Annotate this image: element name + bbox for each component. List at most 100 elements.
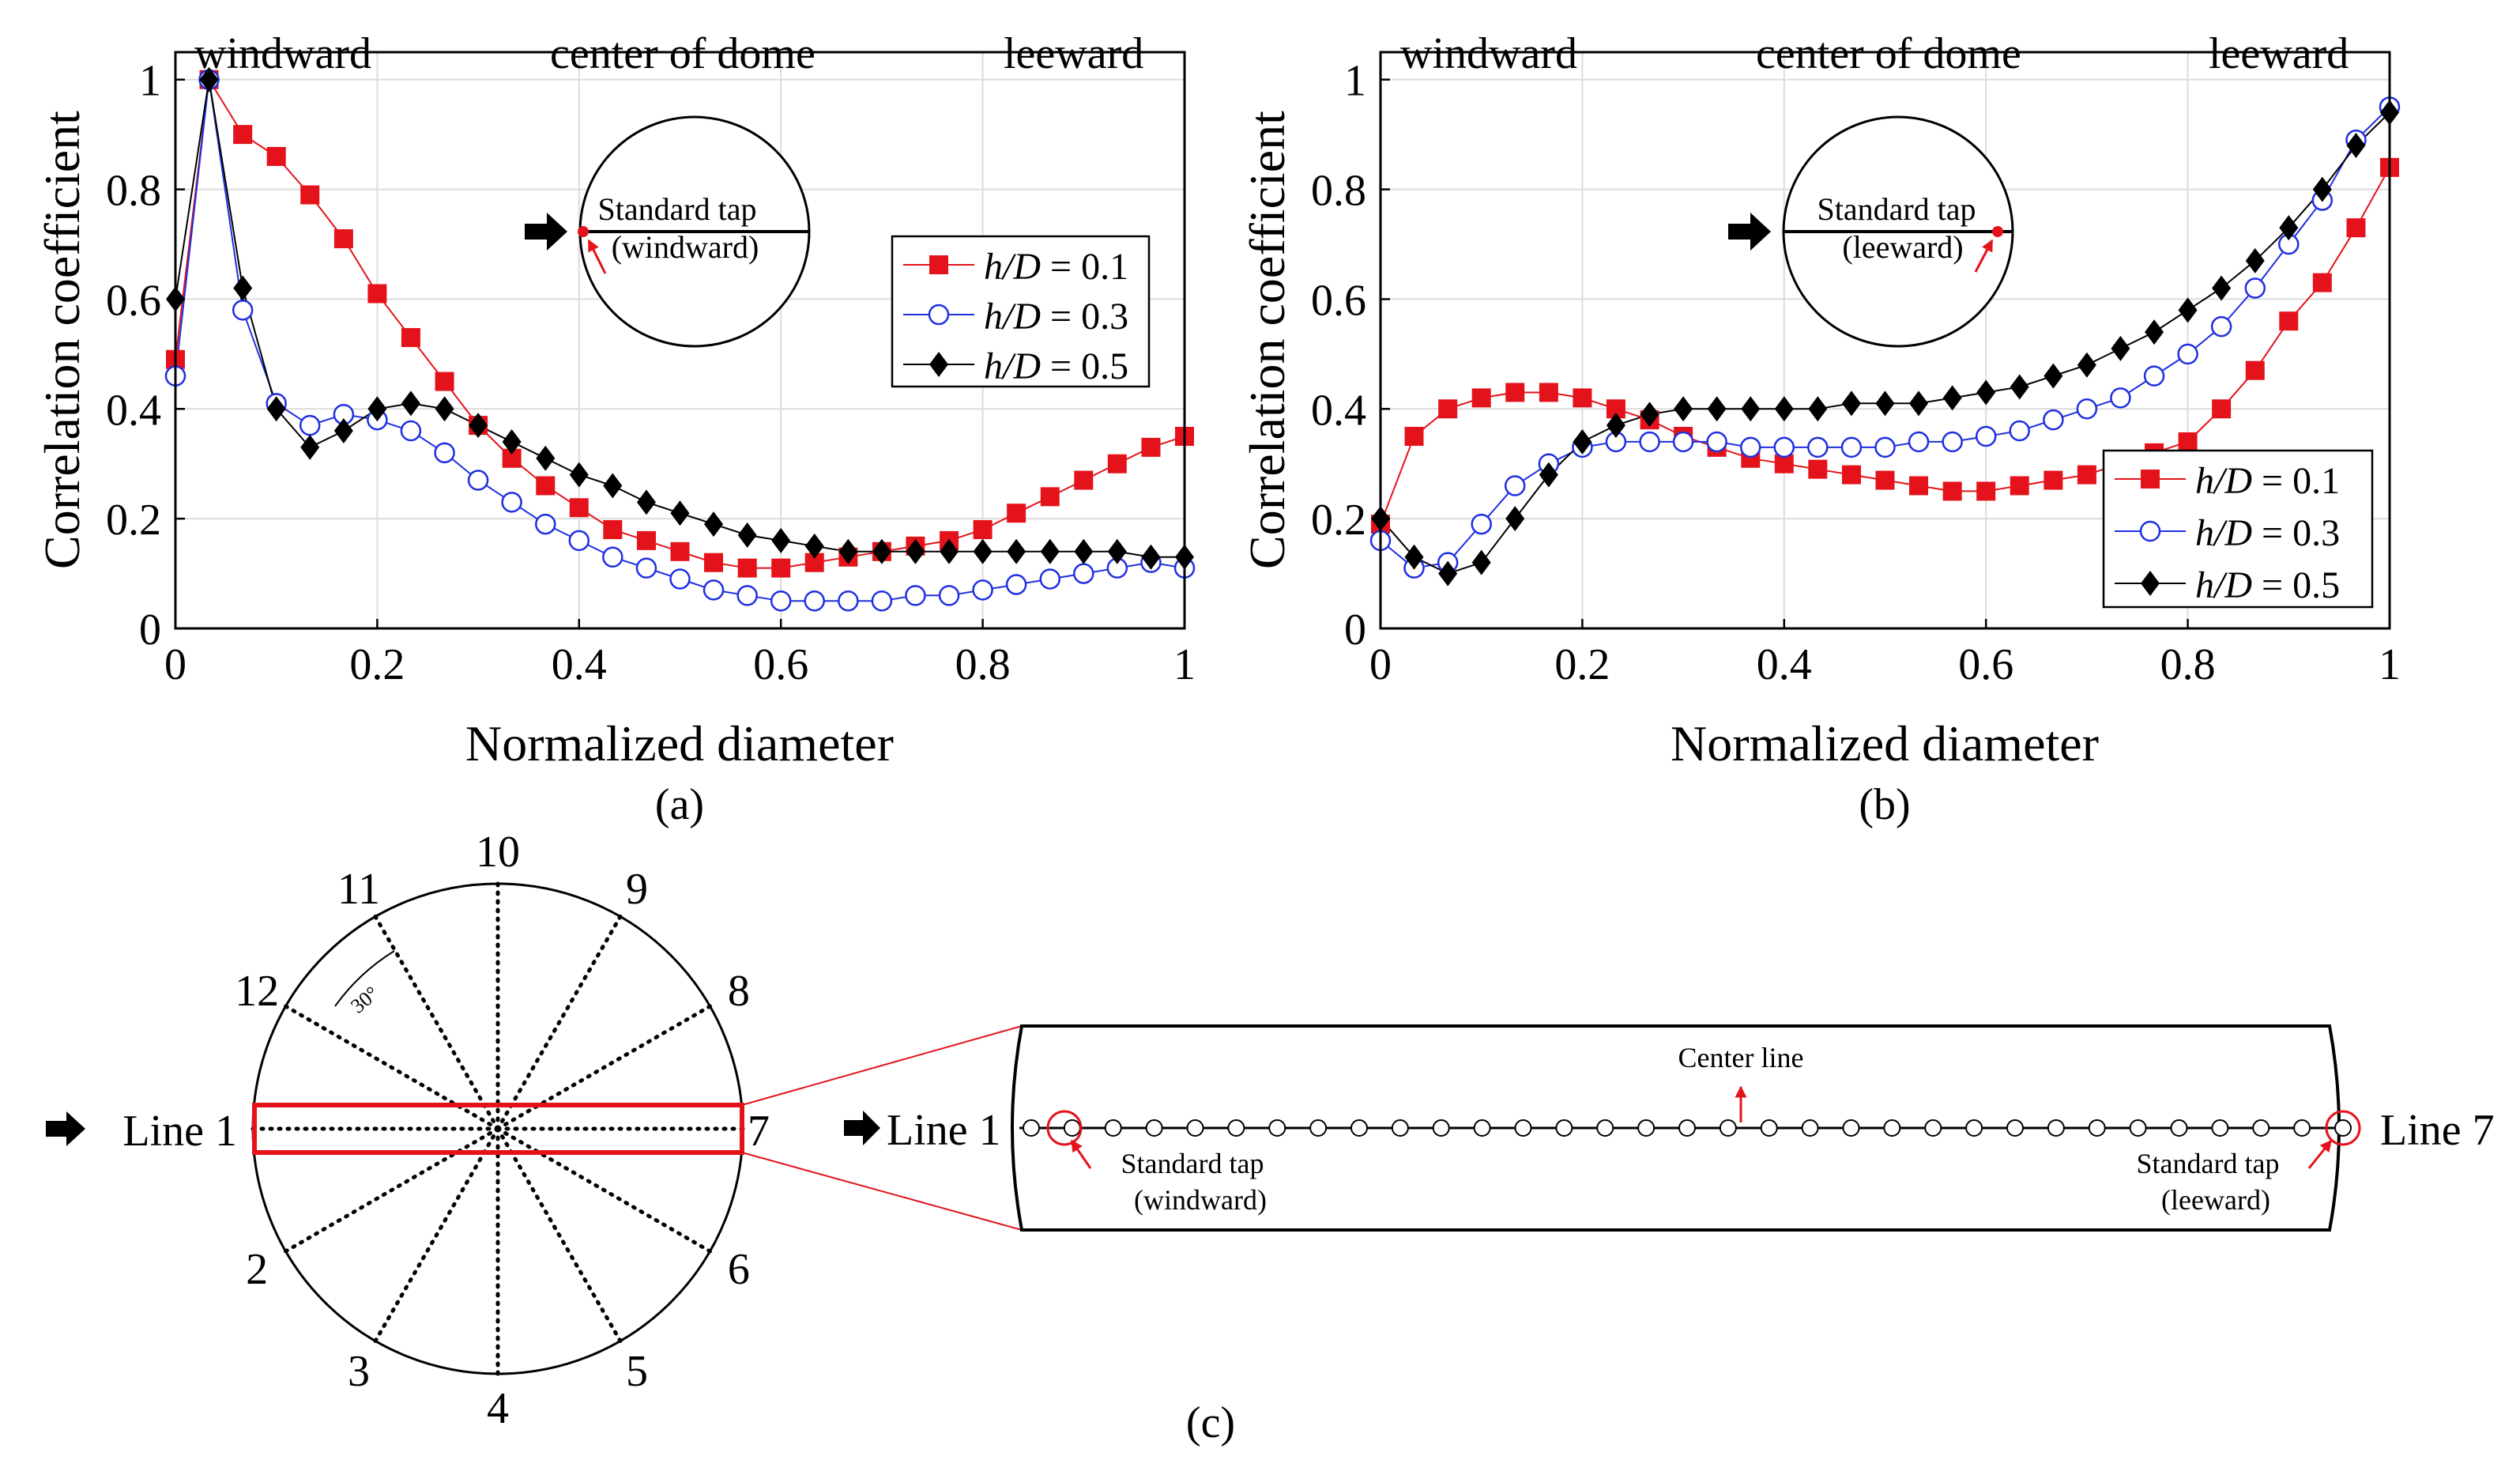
data-point-series-1 — [2312, 273, 2332, 292]
data-point-series-3 — [199, 66, 219, 92]
legend-label: h/D = 0.5 — [984, 345, 1128, 387]
data-point-series-1 — [737, 558, 757, 578]
angle-label: 30° — [346, 982, 383, 1018]
left-tap-label: Standard tap — [1121, 1148, 1264, 1179]
pressure-tap — [1350, 1119, 1368, 1137]
x-axis-label-a: Normalized diameter — [465, 715, 894, 771]
data-point-series-3 — [1471, 549, 1491, 575]
dome-line-number: 7 — [748, 1107, 770, 1156]
zoom-taps — [1023, 1119, 2352, 1137]
x-tick-label: 0.8 — [955, 640, 1011, 689]
panel-label-a: (a) — [655, 780, 704, 829]
data-point-series-1 — [536, 476, 556, 496]
data-point-series-2 — [1639, 431, 1660, 453]
data-point-series-2 — [938, 585, 960, 606]
data-point-series-3 — [1074, 538, 1094, 564]
data-point-series-3 — [1741, 396, 1761, 422]
data-point-series-2 — [635, 557, 657, 579]
pressure-tap — [1268, 1119, 1286, 1137]
inset-dome-a: Standard tap (windward) — [525, 115, 811, 348]
data-point-series-1 — [1040, 487, 1060, 507]
data-point-series-1 — [401, 328, 420, 348]
data-point-series-3 — [1976, 379, 1996, 406]
data-point-series-2 — [501, 492, 522, 513]
data-point-series-2 — [669, 568, 691, 590]
radial-tap-line — [495, 1126, 712, 1254]
data-point-series-1 — [636, 530, 656, 550]
data-point-series-2 — [736, 585, 758, 606]
y-tick-label: 0 — [1344, 605, 1366, 655]
data-point-series-2 — [1908, 431, 1930, 453]
data-point-series-3 — [435, 396, 454, 422]
data-point-series-2 — [1773, 436, 1795, 458]
data-point-series-2 — [1005, 574, 1027, 595]
data-point-series-2 — [1706, 431, 1727, 453]
axes-frame-a — [174, 51, 1186, 630]
chart-panel-b: 0 0.2 0.4 0.6 0.8 1 0 0.2 0.4 0.6 0.8 1 windward ce… — [1239, 29, 2401, 829]
data-point-series-3 — [2312, 176, 2332, 202]
series-b — [1369, 96, 2401, 587]
pressure-tap — [1842, 1119, 1860, 1137]
data-point-series-3 — [1674, 396, 1693, 422]
legend-marker — [928, 304, 950, 326]
data-point-series-1 — [973, 520, 993, 540]
data-point-series-2 — [400, 420, 422, 442]
x-tick-label: 0.6 — [1958, 640, 2013, 689]
left-tap-side: (windward) — [1134, 1184, 1267, 1216]
tap-pointer-arrow — [1974, 239, 1994, 273]
data-point-series-2 — [1672, 431, 1694, 453]
wind-arrow-icon — [844, 1111, 880, 1145]
data-point-series-3 — [233, 275, 253, 301]
data-point-series-3 — [469, 413, 488, 439]
radial-tap-line — [495, 1126, 623, 1343]
data-point-series-2 — [2009, 420, 2030, 442]
data-point-series-1 — [266, 146, 286, 166]
standard-tap-marker — [578, 226, 589, 237]
legend-marker — [2139, 520, 2161, 542]
legend-a: h/D = 0.1 h/D = 0.3 h/D = 0.5 — [891, 235, 1151, 388]
pressure-tap — [1023, 1119, 1040, 1137]
data-point-series-1 — [333, 229, 353, 249]
data-point-series-1 — [1909, 476, 1929, 496]
legend-label: h/D = 0.3 — [984, 296, 1128, 338]
radial-tap-line — [373, 915, 500, 1131]
y-tick-label: 0.4 — [1311, 386, 1366, 435]
data-point-series-3 — [266, 396, 286, 422]
pressure-tap — [2211, 1119, 2229, 1137]
x-tick-label: 0.8 — [2160, 640, 2216, 689]
pressure-tap — [2170, 1119, 2188, 1137]
data-point-series-2 — [434, 442, 455, 464]
data-point-series-1 — [603, 520, 623, 540]
zoom-strip: Center line Standard tap (windward) Stan… — [1011, 1024, 2361, 1232]
data-point-series-2 — [1039, 568, 1061, 590]
zoom-left-label: Line 1 — [887, 1106, 1001, 1155]
pressure-tap — [2047, 1119, 2065, 1137]
data-point-series-3 — [1404, 544, 1424, 570]
wind-arrow-icon — [1728, 213, 1771, 251]
x-tick-label: 0.2 — [349, 640, 405, 689]
data-point-series-1 — [1841, 465, 1861, 485]
data-point-series-3 — [1875, 390, 1895, 417]
y-tick-label: 0.2 — [1311, 496, 1366, 545]
dome-line-number: 5 — [626, 1347, 648, 1396]
data-point-series-3 — [1539, 462, 1558, 488]
data-point-series-3 — [502, 428, 522, 455]
data-point-series-3 — [838, 538, 858, 564]
dome-line-number: 6 — [728, 1245, 750, 1294]
y-tick-label: 1 — [139, 57, 161, 106]
top-label-leeward-a: leeward — [1004, 29, 1143, 78]
data-point-series-1 — [1942, 481, 1962, 501]
y-axis-label-a: Correlation coefficient — [34, 111, 90, 569]
legend-marker — [929, 352, 948, 377]
data-point-series-3 — [1438, 560, 1458, 587]
data-point-series-1 — [300, 185, 320, 205]
pressure-tap — [1760, 1119, 1778, 1137]
data-point-series-3 — [771, 527, 791, 553]
legend-b: h/D = 0.1 h/D = 0.3 h/D = 0.5 — [2102, 449, 2374, 609]
data-point-series-3 — [1573, 428, 1592, 455]
data-point-series-3 — [872, 538, 891, 564]
pressure-tap — [1473, 1119, 1491, 1137]
legend-label: h/D = 0.5 — [2195, 564, 2340, 606]
x-tick-label: 0 — [164, 640, 186, 689]
